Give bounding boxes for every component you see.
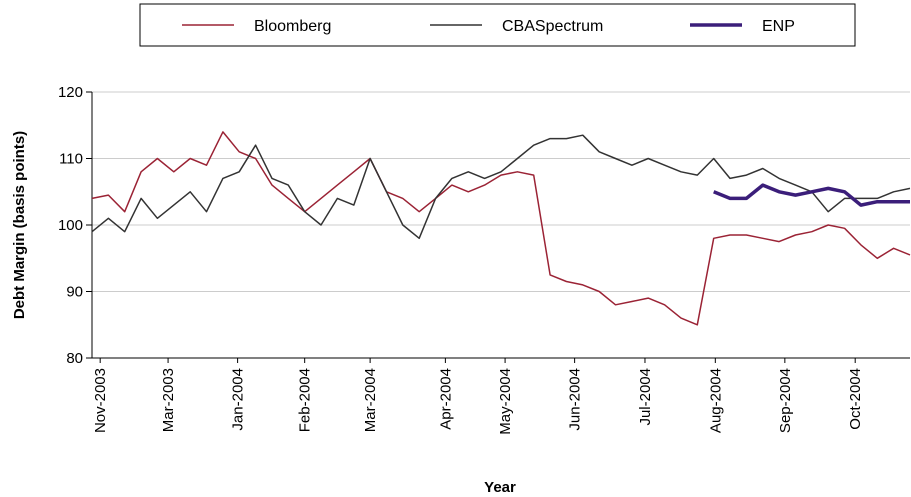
x-axis-label: Year [484,479,516,496]
x-tick-label: Oct-2004 [847,368,864,430]
series-line [713,183,910,207]
x-tick-label: Feb-2004 [297,368,314,432]
y-tick-label: 120 [58,84,83,101]
x-tick-label: Sep-2004 [777,368,794,433]
x-tick-label: Jan-2004 [230,368,247,431]
series-line [91,131,911,326]
x-tick-label: May-2004 [497,368,514,435]
y-tick-label: 80 [66,350,83,367]
x-tick-label: Nov-2003 [92,368,109,433]
x-tick-label: Aug-2004 [707,368,724,433]
legend: Bloomberg CBASpectrum ENP [182,18,795,35]
x-tick-label: Jun-2004 [567,368,584,431]
y-axis-label: Debt Margin (basis points) [11,131,28,319]
x-tick-label: Mar-2004 [362,368,379,432]
x-tick-label: Apr-2004 [437,368,454,430]
y-tick-label: 110 [59,151,83,168]
legend-label: ENP [762,18,795,35]
x-tick-label: Jul-2004 [637,368,654,426]
legend-label: Bloomberg [254,18,331,35]
y-tick-label: 90 [66,284,83,301]
legend-box [139,3,856,47]
legend-label: CBASpectrum [502,18,603,35]
series-line [91,134,911,240]
x-tick-label: Mar-2003 [160,368,177,432]
y-tick-label: 100 [58,217,83,234]
